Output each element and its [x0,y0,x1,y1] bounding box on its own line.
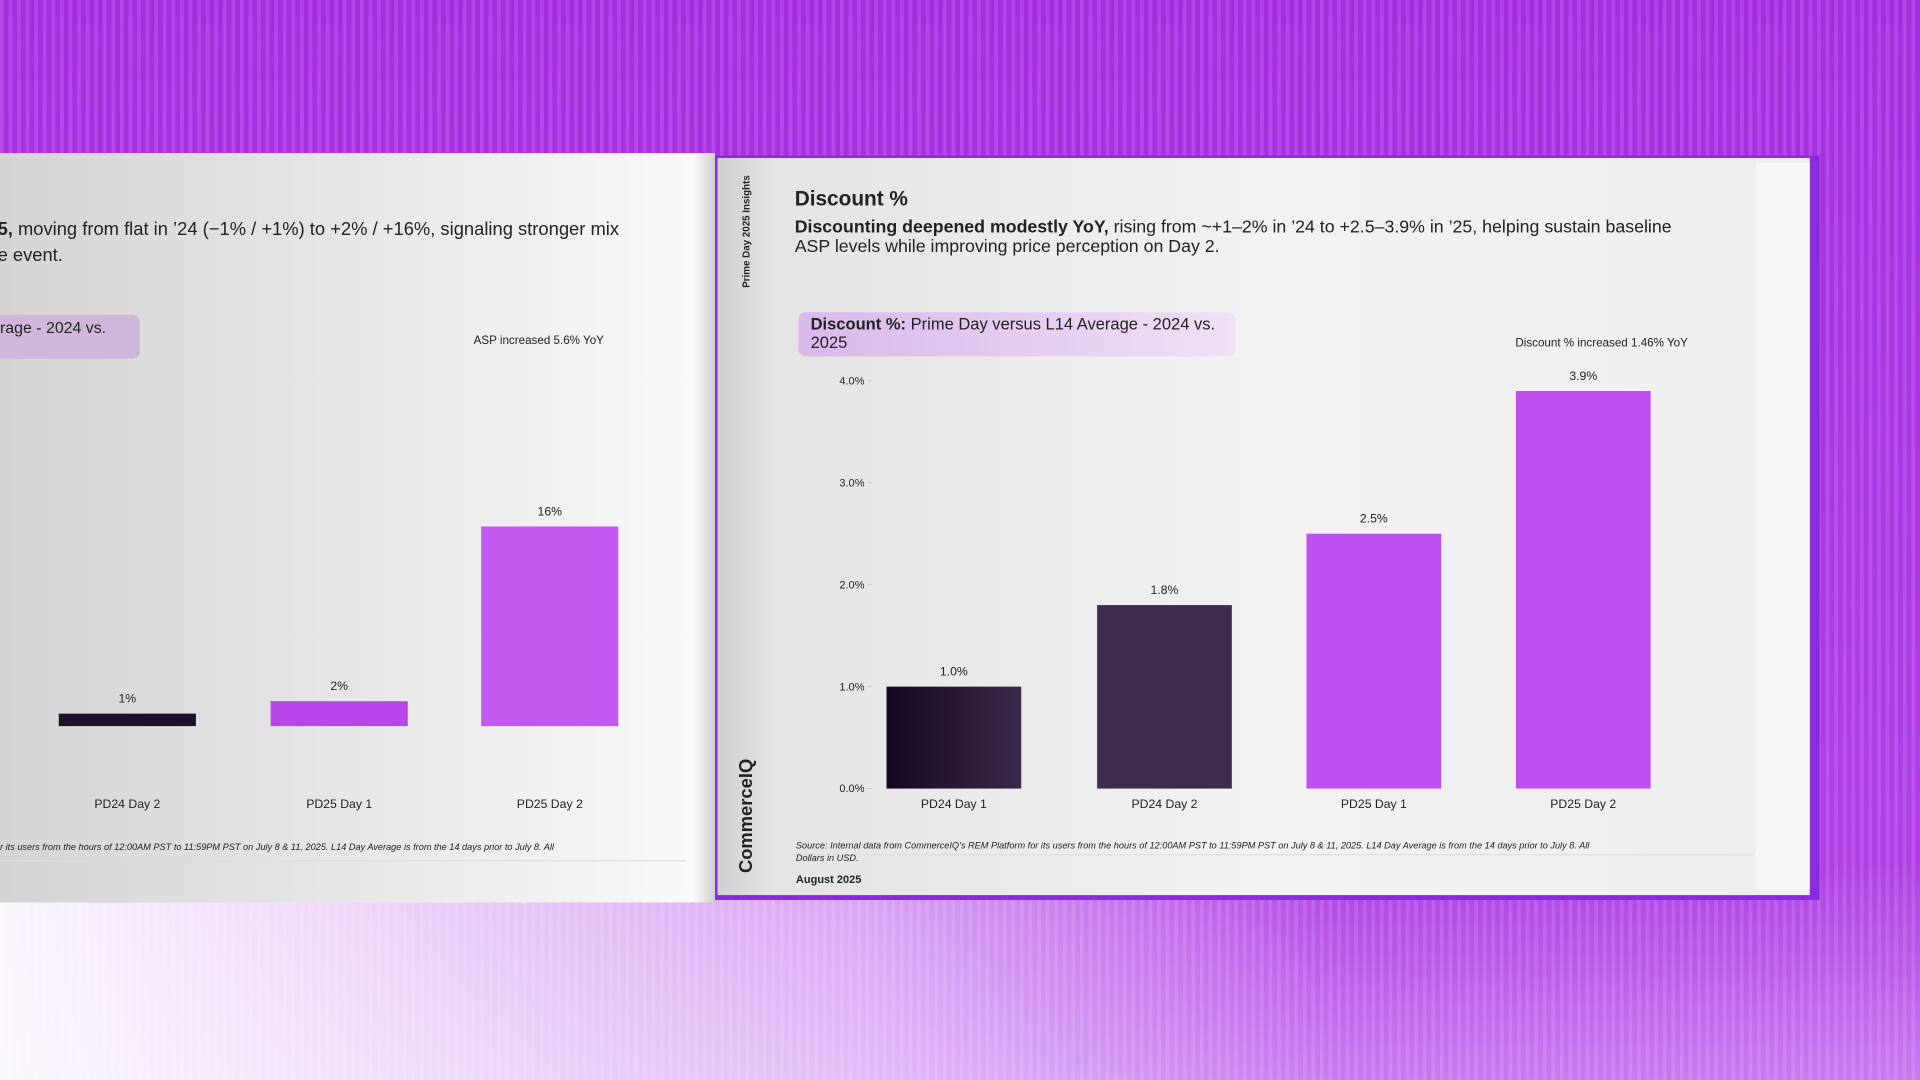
source-note: r its users from the hours of 12:00AM PS… [0,842,555,852]
value-label: 1.0% [940,665,968,679]
value-label: 2.5% [1360,512,1388,526]
x-tick-label: PD24 Day 1 [921,797,987,811]
page-edges [1755,162,1810,891]
chart-title-box [0,314,140,359]
chart-title-box [798,312,1236,357]
bar [481,526,619,727]
subtitle: e event. [0,244,63,265]
subtitle-bold: Discounting deepened modestly YoY, [795,217,1109,237]
x-tick-label: PD25 Day 2 [1550,797,1616,811]
value-label: 1% [119,692,137,706]
chart-title-text: rage - 2024 vs. [0,320,106,337]
bar [1515,391,1651,789]
x-tick-label: PD25 Day 1 [1341,797,1407,811]
y-tick-label: 3.0% [839,477,864,489]
subtitle-text: e event. [0,244,63,265]
chart-title: rage - 2024 vs. [0,320,106,337]
y-tick-label: 4.0% [839,375,864,387]
running-header: Prime Day 2025 Insights [741,175,752,288]
chart-title-bold: Discount %: [811,314,906,333]
source-note: Dollars in USD. [796,853,859,863]
value-label: 16% [538,505,563,519]
bar [58,713,196,727]
annotation: Discount % increased 1.46% YoY [1515,337,1688,350]
chart-title-text: Prime Day versus L14 Average - 2024 vs. [906,314,1215,333]
value-label: 1.8% [1151,583,1179,597]
subtitle-text: rising from ~+1–2% in ’24 to +2.5–3.9% i… [1109,217,1672,237]
source-note: Source: Internal data from CommerceIQ’s … [796,841,1590,851]
x-tick-label: PD25 Day 2 [517,797,583,811]
subtitle-bold: 5, [0,218,13,239]
subtitle-text: moving from flat in ’24 (−1% / +1%) to +… [13,218,619,239]
chart-title: Discount %: Prime Day versus L14 Average… [811,314,1216,333]
x-tick-label: PD24 Day 2 [94,797,160,811]
chart-title: 2025 [811,333,848,352]
brand: CommerceIQ [735,759,756,873]
chart-heading: Discount % [795,188,908,211]
background-fade [0,900,1920,1080]
subtitle: ASP levels while improving price percept… [795,236,1220,256]
y-tick-label: 2.0% [839,579,864,591]
subtitle-text: ASP levels while improving price percept… [795,236,1220,256]
annotation: ASP increased 5.6% YoY [474,334,605,347]
bar [1306,533,1442,789]
value-label: 2% [330,679,348,693]
subtitle: 5, moving from flat in ’24 (−1% / +1%) t… [0,218,619,239]
x-tick-label: PD24 Day 2 [1132,797,1198,811]
bar [1097,605,1232,789]
subtitle: Discounting deepened modestly YoY, risin… [795,217,1672,237]
y-tick-label: 0.0% [839,783,864,795]
y-tick-label: 1.0% [839,681,864,693]
date: August 2025 [796,874,862,886]
bar [886,686,1022,789]
bar [270,701,408,727]
chart-title-text: 2025 [811,333,848,352]
value-label: 3.9% [1569,369,1597,383]
x-tick-label: PD25 Day 1 [306,797,372,811]
